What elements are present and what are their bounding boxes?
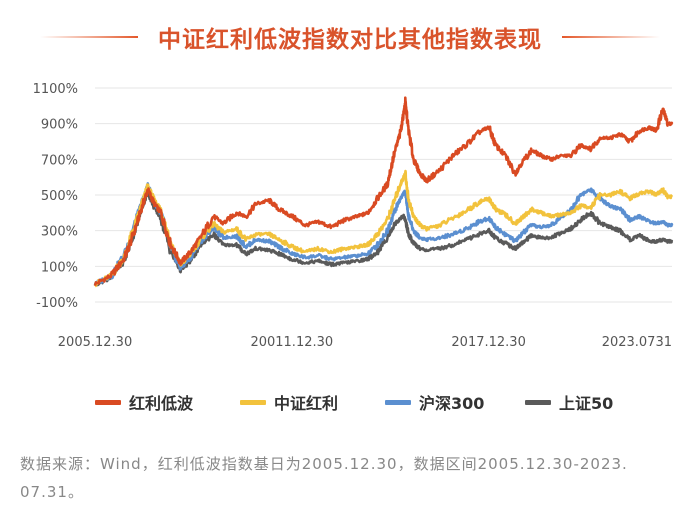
y-tick-label: 900%: [41, 118, 78, 133]
legend-item-zhongzheng-hongli: 中证红利: [240, 390, 338, 414]
legend-swatch-hongli-dibo: [95, 399, 121, 405]
x-tick-label: 2005.12.30: [58, 335, 132, 350]
series-line-2: [93, 182, 674, 287]
chart-title: 中证红利低波指数对比其他指数表现: [158, 27, 542, 53]
legend-item-hongli-dibo: 红利低波: [95, 390, 193, 414]
line-chart: 1100% 900% 700% 500% 300% 100% -100% 2005.12.30…: [33, 82, 674, 350]
y-tick-label: -100%: [36, 296, 78, 311]
legend-label-hushen300: 沪深300: [419, 394, 485, 413]
series-line-0: [93, 96, 674, 287]
x-tick-label: 20011.12.30: [250, 335, 333, 350]
legend-swatch-zhongzheng-hongli: [240, 399, 266, 405]
source-note: 数据来源：Wind，红利低波指数基日为2005.12.30，数据区间2005.1…: [20, 455, 628, 501]
legend-item-shangzheng50: 上证50: [525, 390, 613, 414]
y-tick-label: 500%: [41, 189, 78, 204]
y-tick-label: 700%: [41, 153, 78, 168]
title-decoration-left: [40, 36, 138, 38]
title-row: 中证红利低波指数对比其他指数表现: [0, 14, 700, 54]
legend-swatch-shangzheng50: [525, 399, 551, 405]
chart-legend: 红利低波 中证红利 沪深300 上证50: [0, 390, 700, 420]
y-tick-label: 300%: [41, 225, 78, 240]
title-decoration-right: [562, 36, 660, 38]
y-tick-label: 1100%: [33, 82, 78, 97]
legend-swatch-hushen300: [385, 399, 411, 405]
legend-label-shangzheng50: 上证50: [559, 394, 614, 413]
x-tick-label: 2017.12.30: [451, 335, 525, 350]
legend-label-zhongzheng-hongli: 中证红利: [274, 394, 339, 413]
legend-label-hongli-dibo: 红利低波: [129, 394, 194, 413]
y-tick-label: 100%: [41, 260, 78, 275]
legend-item-hushen300: 沪深300: [385, 390, 484, 414]
x-tick-label: 2023.0731: [602, 335, 672, 350]
